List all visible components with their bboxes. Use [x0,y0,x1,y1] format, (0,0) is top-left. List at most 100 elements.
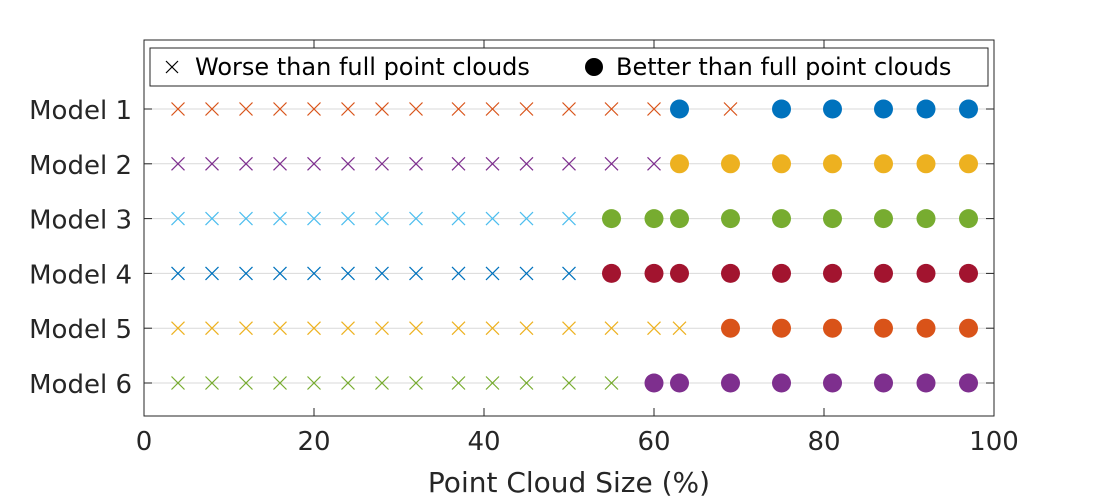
worse-point [171,156,185,171]
worse-point [562,211,576,226]
better-point [959,373,978,393]
better-point [772,373,791,393]
worse-point [485,321,500,336]
legend-box [149,47,989,87]
worse-point [341,321,355,336]
worse-point [273,376,287,390]
worse-point [273,321,287,336]
worse-point [485,156,500,171]
x-tick-label: 20 [297,427,330,457]
worse-point [239,376,253,390]
better-point [823,373,842,393]
better-point [959,318,978,338]
better-point [602,263,621,283]
plot-frame [143,39,995,417]
better-point [772,99,791,119]
legend: Worse than full point clouds Better than… [149,47,989,87]
worse-point [604,321,619,336]
worse-point [485,211,500,226]
worse-point [451,156,466,171]
worse-point [375,156,389,171]
x-tick-label: 60 [637,427,670,457]
worse-point [451,376,466,390]
better-point [644,373,664,393]
better-point [670,209,689,229]
worse-point [171,102,185,116]
worse-point [205,211,219,226]
worse-point [604,102,619,116]
better-point [644,263,664,283]
better-point [959,154,978,174]
y-tick-label: Model 6 [29,370,132,400]
better-point [823,209,842,229]
x-tick-label: 80 [807,427,840,457]
worse-point [409,266,423,281]
worse-point [409,211,423,226]
better-point [916,373,936,393]
better-point [959,99,978,119]
worse-point [273,156,287,171]
worse-point [519,266,534,281]
worse-point [672,321,687,336]
better-point [916,263,936,283]
better-point [874,373,893,393]
worse-point [205,156,219,171]
worse-point [205,102,219,116]
worse-point [307,156,321,171]
worse-point [451,321,466,336]
worse-point [519,102,534,116]
worse-point [307,211,321,226]
x-axis-title: Point Cloud Size (%) [428,466,710,499]
better-point [772,263,791,283]
worse-point [341,102,355,116]
worse-point [341,266,355,281]
worse-point [604,376,619,390]
worse-point [341,211,355,226]
better-point [644,209,664,229]
better-point [721,209,740,229]
worse-point [341,376,355,390]
better-point [874,154,893,174]
worse-point [409,376,423,390]
worse-point [375,211,389,226]
worse-point [307,376,321,390]
y-axis-labels: Model 1 Model 2 Model 3 Model 4 Model 5 Model… [29,96,994,400]
better-point [823,318,842,338]
worse-point [519,156,534,171]
x-tick-label: 40 [467,427,500,457]
better-point [916,318,936,338]
legend-x-marker-icon [165,60,179,74]
x-axis-ticks: 0 20 40 60 80 100 [136,40,1019,457]
worse-point [723,102,738,116]
worse-point [519,321,534,336]
worse-point [562,156,576,171]
y-tick-label: Model 2 [29,151,132,181]
worse-point [647,102,661,116]
better-point [721,263,740,283]
worse-point [409,102,423,116]
better-point [602,209,621,229]
worse-point [171,376,185,390]
better-point [670,99,689,119]
worse-point [375,376,389,390]
worse-point [375,102,389,116]
worse-point [171,321,185,336]
worse-point [171,266,185,281]
worse-point [562,376,576,390]
x-tick-label: 0 [136,427,153,457]
worse-point [485,266,500,281]
worse-point [239,266,253,281]
worse-point [485,376,500,390]
worse-point [239,211,253,226]
y-tick-label: Model 4 [29,260,132,290]
better-point [772,318,791,338]
better-point [959,263,978,283]
better-point [721,373,740,393]
better-point [916,154,936,174]
worse-point [205,266,219,281]
worse-point [409,321,423,336]
worse-point [273,102,287,116]
worse-point [519,211,534,226]
worse-point [647,156,661,171]
worse-point [273,211,287,226]
